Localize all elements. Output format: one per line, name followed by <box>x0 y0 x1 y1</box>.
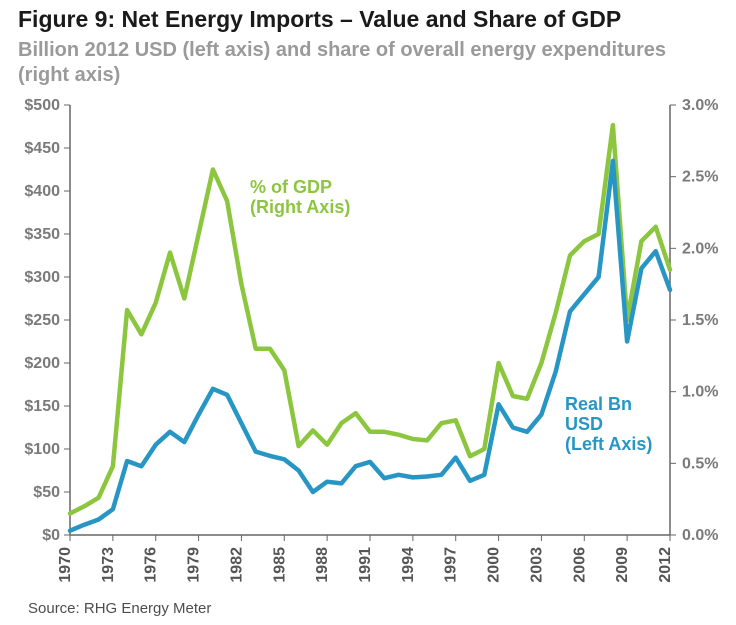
series-label-group: Real BnUSD(Left Axis) <box>565 394 652 454</box>
x-tick-label: 2009 <box>614 547 631 583</box>
x-tick-label: 1991 <box>357 547 374 583</box>
y-left-tick-label: $350 <box>24 226 60 243</box>
y-left-tick-label: $100 <box>24 441 60 458</box>
x-tick-label: 1982 <box>228 547 245 583</box>
x-tick-label: 1988 <box>314 547 331 583</box>
series-label-group: % of GDP(Right Axis) <box>250 177 350 217</box>
y-right-tick-label: 2.5% <box>682 169 718 186</box>
y-left-tick-label: $250 <box>24 312 60 329</box>
series-label-text: % of GDP <box>250 177 332 197</box>
x-tick-label: 1970 <box>57 547 74 583</box>
x-tick-label: 1997 <box>443 547 460 583</box>
series-line-gdp <box>70 125 670 513</box>
y-right-tick-label: 1.0% <box>682 384 718 401</box>
series-line-real-usd <box>70 161 670 531</box>
y-left-tick-label: $0 <box>42 527 60 544</box>
x-tick-label: 1973 <box>100 547 117 583</box>
y-left-tick-label: $50 <box>33 484 60 501</box>
y-left-tick-label: $500 <box>24 97 60 114</box>
y-left-tick-label: $450 <box>24 140 60 157</box>
y-right-tick-label: 1.5% <box>682 312 718 329</box>
x-tick-label: 1994 <box>400 547 417 583</box>
figure-source: Source: RHG Energy Meter <box>28 600 211 617</box>
y-left-tick-label: $300 <box>24 269 60 286</box>
figure-container: Figure 9: Net Energy Imports – Value and… <box>0 0 736 625</box>
y-left-tick-label: $200 <box>24 355 60 372</box>
x-tick-label: 2006 <box>571 547 588 583</box>
series-label-text: (Left Axis) <box>565 434 652 454</box>
y-right-tick-label: 2.0% <box>682 240 718 257</box>
y-left-tick-label: $400 <box>24 183 60 200</box>
x-tick-label: 1985 <box>271 547 288 583</box>
chart-canvas: $0 $50 $100 $150 $200 $250 $300 $350 $400 $450 $50… <box>0 0 736 625</box>
series-label-text: Real Bn <box>565 394 632 414</box>
x-tick-label: 2003 <box>528 547 545 583</box>
x-tick-label: 1976 <box>143 547 160 583</box>
x-tick-label: 1979 <box>186 547 203 583</box>
y-right-tick-label: 3.0% <box>682 97 718 114</box>
x-tick-label: 2000 <box>486 547 503 583</box>
series-label-text: USD <box>565 414 603 434</box>
series-label-text: (Right Axis) <box>250 197 350 217</box>
x-tick-label: 2012 <box>657 547 674 583</box>
y-right-tick-label: 0.5% <box>682 455 718 472</box>
y-left-tick-label: $150 <box>24 398 60 415</box>
y-right-tick-label: 0.0% <box>682 527 718 544</box>
